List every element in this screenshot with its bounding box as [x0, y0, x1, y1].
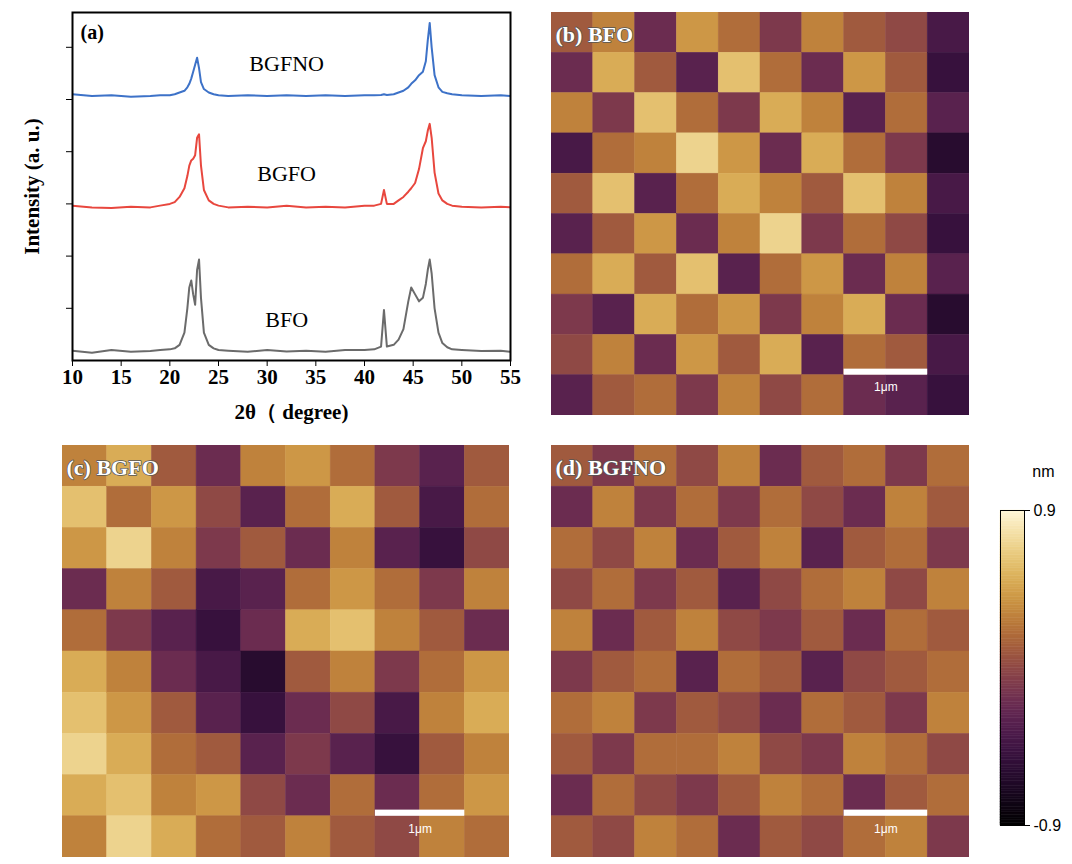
svg-text:(d) BGFNO: (d) BGFNO	[556, 455, 667, 480]
svg-text:1μm: 1μm	[874, 822, 898, 836]
svg-text:20: 20	[159, 365, 180, 389]
svg-text:BFO: BFO	[265, 307, 308, 332]
svg-text:(a): (a)	[81, 21, 104, 44]
svg-text:nm: nm	[1032, 463, 1054, 480]
svg-text:2θ（ degree): 2θ（ degree)	[235, 400, 349, 424]
svg-text:45: 45	[403, 365, 424, 389]
svg-text:40: 40	[354, 365, 375, 389]
svg-text:35: 35	[305, 365, 326, 389]
svg-text:1μm: 1μm	[874, 380, 898, 394]
svg-text:-0.9: -0.9	[1034, 817, 1062, 834]
svg-text:1μm: 1μm	[408, 822, 432, 836]
svg-text:55: 55	[500, 365, 521, 389]
svg-text:50: 50	[451, 365, 472, 389]
svg-text:BGFNO: BGFNO	[249, 51, 324, 76]
svg-text:25: 25	[208, 365, 229, 389]
svg-text:10: 10	[62, 365, 83, 389]
svg-text:(c) BGFO: (c) BGFO	[67, 455, 159, 480]
svg-text:15: 15	[111, 365, 132, 389]
svg-text:(b) BFO: (b) BFO	[556, 22, 634, 47]
svg-text:Intensity (a. u.): Intensity (a. u.)	[20, 118, 44, 255]
svg-text:0.9: 0.9	[1034, 502, 1056, 519]
svg-text:30: 30	[257, 365, 278, 389]
svg-text:BGFO: BGFO	[257, 161, 316, 186]
